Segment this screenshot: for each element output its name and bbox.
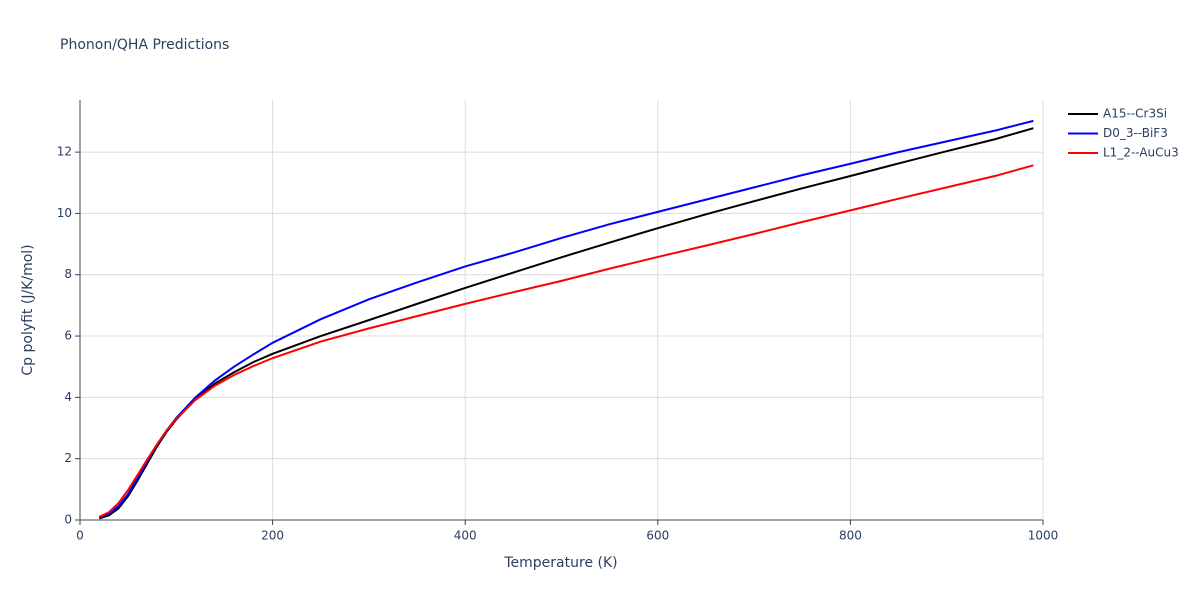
x-tick-label: 1000	[1028, 529, 1059, 543]
x-tick-label: 400	[454, 529, 477, 543]
series-line	[98, 119, 1034, 519]
legend-label: A15--Cr3Si	[1103, 107, 1167, 121]
x-tick-label: 800	[839, 529, 862, 543]
chart-title: Phonon/QHA Predictions	[60, 37, 229, 53]
y-tick-label: 12	[57, 145, 72, 159]
y-tick-label: 2	[64, 451, 72, 465]
x-axis-label: Temperature (K)	[503, 555, 617, 571]
y-tick-label: 10	[57, 206, 72, 220]
y-tick-label: 4	[64, 390, 72, 404]
y-axis-label: Cp polyfit (J/K/mol)	[20, 244, 36, 375]
y-tick-label: 8	[64, 267, 72, 281]
series-line	[98, 164, 1034, 518]
x-tick-label: 0	[76, 529, 84, 543]
y-tick-label: 0	[64, 513, 72, 527]
x-tick-label: 600	[646, 529, 669, 543]
x-tick-label: 200	[261, 529, 284, 543]
y-tick-label: 6	[64, 329, 72, 343]
series-line	[98, 127, 1034, 520]
legend-label: L1_2--AuCu3	[1103, 146, 1179, 160]
legend-label: D0_3--BiF3	[1103, 126, 1168, 140]
